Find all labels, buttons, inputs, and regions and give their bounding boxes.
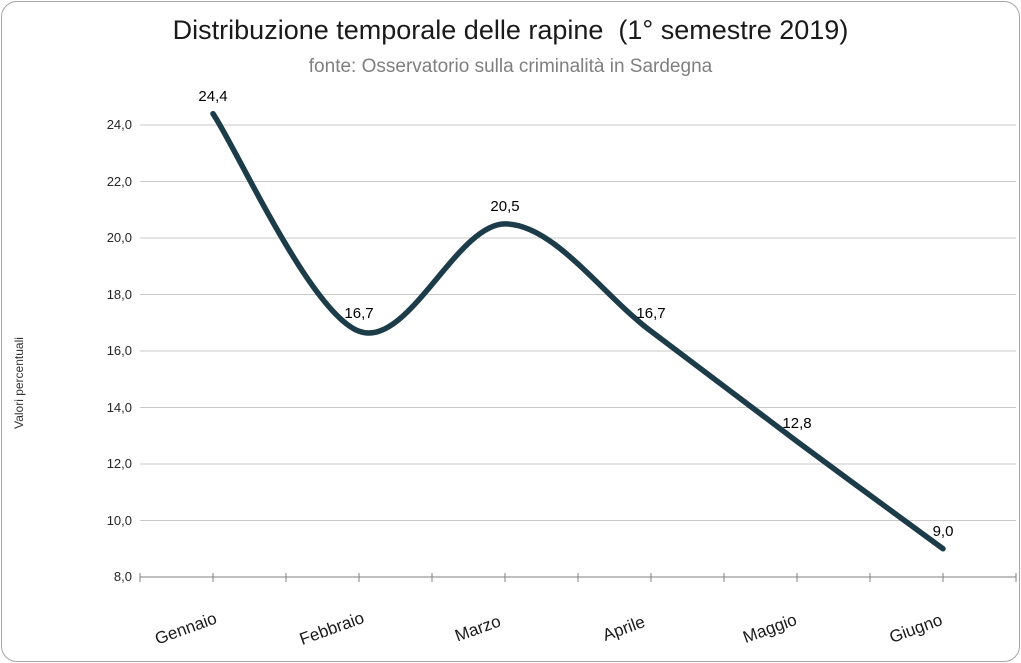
y-tick-label: 14,0 bbox=[106, 399, 132, 415]
y-tick-label: 18,0 bbox=[106, 286, 132, 302]
data-point-label: 9,0 bbox=[932, 522, 954, 540]
y-tick-label: 16,0 bbox=[106, 343, 132, 358]
data-point-label: 20,5 bbox=[490, 197, 520, 215]
data-point-label: 12,8 bbox=[782, 415, 812, 433]
y-tick-label: 12,0 bbox=[106, 456, 132, 471]
y-tick-label: 10,0 bbox=[106, 512, 132, 528]
y-tick-label: 24,0 bbox=[106, 117, 132, 132]
series-line bbox=[210, 110, 946, 552]
y-tick-label: 22,0 bbox=[106, 173, 132, 189]
chart-subtitle: fonte: Osservatorio sulla criminalità in… bbox=[308, 56, 713, 77]
y-tick-label: 20,0 bbox=[106, 230, 132, 245]
data-point-label: 16,7 bbox=[636, 305, 666, 323]
data-point-label: 16,7 bbox=[344, 305, 374, 323]
y-tick-label: 8,0 bbox=[113, 569, 132, 584]
chart-title: Distribuzione temporale delle rapine (1°… bbox=[172, 15, 849, 45]
data-point-label: 24,4 bbox=[198, 87, 228, 105]
